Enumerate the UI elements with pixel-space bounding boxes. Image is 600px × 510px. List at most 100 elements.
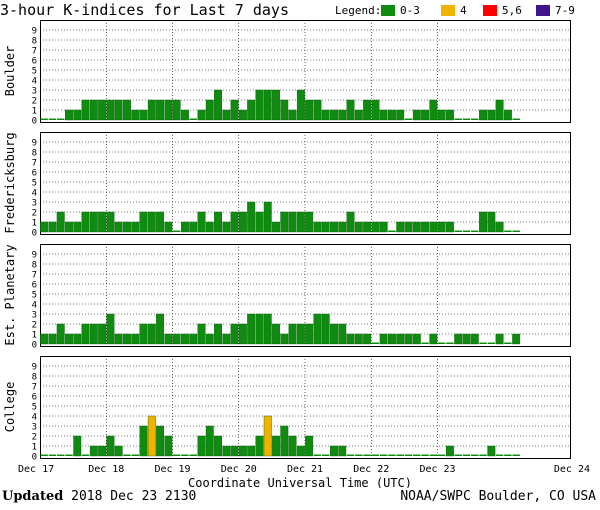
k-index-bar [106,99,115,121]
k-index-bar [446,342,454,344]
y-tick-label: 1 [32,331,37,341]
k-index-bar [354,109,363,121]
k-index-bar [139,425,148,457]
k-index-bar [56,454,65,456]
k-index-bar [147,323,156,345]
x-tick-label: Dec 22 [353,464,389,475]
k-index-bar [255,89,264,121]
legend-entry-label: 0-3 [400,4,420,17]
k-index-chart: 3-hour K-indices for Last 7 days Legend: 0… [0,1,590,488]
k-index-bar [388,109,396,121]
k-index-bar [504,454,512,456]
k-index-bar [313,454,322,456]
k-index-bar [238,323,247,345]
k-index-bar [371,454,380,456]
k-index-bar [65,221,73,233]
k-index-bar [123,99,131,121]
k-index-bar [189,454,197,456]
k-index-bar [396,221,405,233]
k-index-bar [388,454,396,456]
k-index-bar [280,425,289,457]
y-tick-label: 9 [32,251,37,261]
legend-label: Legend: [335,4,381,17]
k-index-bar [487,109,496,121]
k-index-bar [205,99,214,121]
k-index-bar [89,211,98,233]
k-index-bar [338,323,347,345]
k-index-bar [89,323,98,345]
k-index-bar [114,333,123,345]
k-index-bar [330,221,338,233]
k-index-bar [396,109,405,121]
updated-timestamp: Updated 2018 Dec 23 2130 [2,489,196,504]
x-tick-label: Dec 20 [221,464,257,475]
legend-swatch [441,5,455,16]
y-tick-label: 5 [32,291,37,301]
y-tick-label: 8 [32,149,37,159]
k-index-bar [421,342,429,344]
k-index-bar [139,323,148,345]
k-index-bar [462,454,471,456]
k-index-bar [222,221,231,233]
k-index-bar [479,454,487,456]
k-index-bar [40,118,48,120]
x-tick-label: Dec 17 [18,464,54,475]
k-index-bar [288,435,297,457]
k-index-bar [230,99,239,121]
panel-frame [40,132,571,235]
k-index-bar [214,211,222,233]
y-tick-label: 8 [32,37,37,47]
k-index-bar [363,454,371,456]
k-index-bar [197,323,206,345]
k-index-bar [263,415,272,457]
k-index-bar [123,454,131,456]
y-tick-label: 1 [32,219,37,229]
k-index-bar [65,454,73,456]
y-tick-label: 6 [32,393,37,403]
k-index-bar [363,333,372,345]
y-tick-label: 7 [32,383,37,393]
x-tick-label: Dec 21 [287,464,323,475]
k-index-bar [363,99,372,121]
legend-entry-label: 5,6 [502,4,522,17]
y-tick-label: 2 [32,209,37,219]
k-index-bar [429,99,438,121]
x-tick-label: Dec 24 [554,464,590,475]
k-index-bar [321,221,330,233]
k-index-bar [156,99,165,121]
k-index-bar [255,211,264,233]
y-tick-label: 4 [32,301,37,311]
k-index-bar [205,333,214,345]
k-index-bar [305,99,314,121]
k-index-bar [454,118,462,120]
k-index-bar [189,221,198,233]
k-index-bar [205,425,214,457]
k-index-bar [56,323,65,345]
k-index-bar [296,89,305,121]
k-index-bar [73,435,82,457]
y-tick-label: 1 [32,443,37,453]
k-index-bar [355,454,363,456]
k-index-bar [164,99,173,121]
k-index-bar [156,211,165,233]
k-index-bar [238,109,247,121]
k-index-bar [471,454,479,456]
k-index-bar [330,109,338,121]
k-index-bar [280,211,289,233]
k-index-bar [48,454,57,456]
k-index-bar [81,323,90,345]
legend-entry-label: 7-9 [555,4,575,17]
k-index-bar [81,99,90,121]
k-index-bar [379,221,388,233]
k-index-bar [73,221,82,233]
k-index-bar [197,109,206,121]
k-index-bar [98,445,107,457]
k-index-bar [230,445,239,457]
k-index-bar [429,454,438,456]
y-tick-label: 0 [32,453,37,463]
k-index-bar [404,333,413,345]
k-index-bar [512,230,520,232]
k-index-bar [272,435,280,457]
updated-value: 2018 Dec 23 2130 [71,489,197,504]
k-index-bar [363,221,372,233]
